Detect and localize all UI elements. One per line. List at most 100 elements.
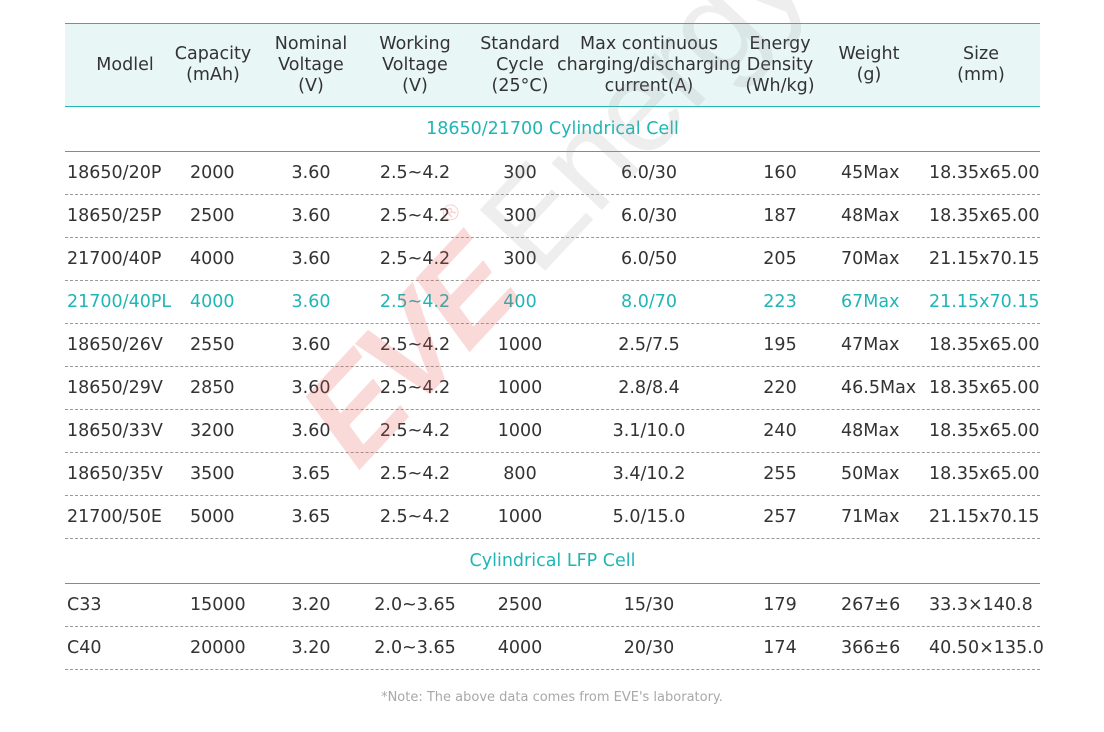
cell-weight: 48Max (841, 206, 900, 226)
cell-model: 18650/20P (67, 163, 162, 183)
header-standard-cycle: Standard Cycle (25°C) (480, 33, 560, 96)
cell-current: 3.1/10.0 (612, 421, 686, 441)
cell-current: 8.0/70 (621, 292, 677, 312)
cell-cycle: 4000 (497, 638, 543, 658)
cell-capacity: 3500 (190, 464, 235, 484)
cell-model: 18650/25P (67, 206, 162, 226)
cell-nominal: 3.60 (291, 335, 331, 355)
cell-model: 18650/35V (67, 464, 163, 484)
cell-model: C40 (67, 638, 102, 658)
cell-current: 6.0/30 (621, 206, 677, 226)
cell-cycle: 400 (503, 292, 537, 312)
cell-model: 18650/29V (67, 378, 163, 398)
cell-capacity: 2850 (190, 378, 235, 398)
cell-nominal: 3.65 (291, 464, 331, 484)
cell-capacity: 2000 (190, 163, 235, 183)
cell-nominal: 3.60 (291, 421, 331, 441)
header-max-current: Max continuous charging/discharging curr… (557, 33, 741, 96)
cell-working: 2.5~4.2 (379, 292, 451, 312)
cell-working: 2.5~4.2 (379, 507, 451, 527)
cell-working: 2.5~4.2 (379, 421, 451, 441)
cell-capacity: 20000 (190, 638, 246, 658)
table-row: 18650/25P 2500 3.60 2.5~4.2 300 6.0/30 187 48Ma… (65, 195, 1040, 238)
cell-size: 40.50×135.0 (929, 638, 1044, 658)
cell-capacity: 4000 (190, 249, 235, 269)
cell-cycle: 300 (503, 163, 537, 183)
cell-density: 240 (763, 421, 797, 441)
cell-density: 195 (763, 335, 797, 355)
table-row: 21700/40P 4000 3.60 2.5~4.2 300 6.0/50 205 70Ma… (65, 238, 1040, 281)
cell-weight: 267±6 (841, 595, 901, 615)
cell-working: 2.5~4.2 (379, 335, 451, 355)
cell-density: 223 (763, 292, 797, 312)
cell-density: 257 (763, 507, 797, 527)
table-row: 18650/26V 2550 3.60 2.5~4.2 1000 2.5/7.5 195 47… (65, 324, 1040, 367)
cell-weight: 50Max (841, 464, 900, 484)
cell-cycle: 800 (503, 464, 537, 484)
cell-weight: 71Max (841, 507, 900, 527)
cell-weight: 45Max (841, 163, 900, 183)
cell-size: 18.35x65.00 (929, 464, 1040, 484)
cell-working: 2.5~4.2 (379, 378, 451, 398)
cell-nominal: 3.60 (291, 378, 331, 398)
cell-cycle: 1000 (497, 335, 543, 355)
section-title-cylindrical: 18650/21700 Cylindrical Cell (65, 107, 1040, 152)
cell-working: 2.5~4.2 (379, 464, 451, 484)
header-energy-density: Energy Density (Wh/kg) (745, 33, 815, 96)
cell-density: 220 (763, 378, 797, 398)
table-row: 18650/33V 3200 3.60 2.5~4.2 1000 3.1/10.0 240 4… (65, 410, 1040, 453)
table-row: 18650/29V 2850 3.60 2.5~4.2 1000 2.8/8.4 220 46… (65, 367, 1040, 410)
cell-model: 18650/26V (67, 335, 163, 355)
cell-capacity: 5000 (190, 507, 235, 527)
cell-nominal: 3.65 (291, 507, 331, 527)
cell-model: 21700/40PL (67, 292, 172, 312)
cell-nominal: 3.60 (291, 206, 331, 226)
cell-density: 187 (763, 206, 797, 226)
cell-capacity: 2550 (190, 335, 235, 355)
cell-current: 6.0/50 (621, 249, 677, 269)
cell-size: 21.15x70.15 (929, 292, 1040, 312)
cell-density: 179 (763, 595, 797, 615)
cell-capacity: 2500 (190, 206, 235, 226)
cell-weight: 67Max (841, 292, 900, 312)
header-capacity: Capacity (mAh) (174, 44, 252, 85)
cell-model: 21700/50E (67, 507, 162, 527)
cylindrical-rows: 18650/20P 2000 3.60 2.5~4.2 300 6.0/30 160 45Ma… (65, 152, 1040, 539)
cell-current: 20/30 (623, 638, 675, 658)
table-row: 18650/20P 2000 3.60 2.5~4.2 300 6.0/30 160 45Ma… (65, 152, 1040, 195)
cell-current: 6.0/30 (621, 163, 677, 183)
cell-density: 205 (763, 249, 797, 269)
cell-density: 255 (763, 464, 797, 484)
cell-size: 18.35x65.00 (929, 163, 1040, 183)
lfp-rows: C33 15000 3.20 2.0~3.65 2500 15/30 179 267±6 33.… (65, 584, 1044, 670)
cell-size: 18.35x65.00 (929, 421, 1040, 441)
cell-cycle: 2500 (497, 595, 543, 615)
cell-current: 15/30 (623, 595, 675, 615)
cell-density: 160 (763, 163, 797, 183)
cell-size: 18.35x65.00 (929, 206, 1040, 226)
header-nominal-voltage: Nominal Voltage (V) (274, 33, 348, 96)
cell-current: 5.0/15.0 (612, 507, 686, 527)
section-title-lfp: Cylindrical LFP Cell (65, 539, 1040, 584)
table-row: C33 15000 3.20 2.0~3.65 2500 15/30 179 267±6 33.… (65, 584, 1040, 627)
cell-cycle: 1000 (497, 507, 543, 527)
cell-weight: 70Max (841, 249, 900, 269)
cell-nominal: 3.60 (291, 163, 331, 183)
cell-capacity: 4000 (190, 292, 235, 312)
cell-weight: 48Max (841, 421, 900, 441)
cell-model: 18650/33V (67, 421, 163, 441)
cell-capacity: 15000 (190, 595, 246, 615)
footnote: *Note: The above data comes from EVE's l… (381, 690, 723, 705)
table-header: Modlel Capacity (mAh) Nominal Voltage (V… (65, 23, 1040, 107)
cell-working: 2.5~4.2 (379, 206, 451, 226)
cell-current: 2.5/7.5 (618, 335, 680, 355)
cell-weight: 46.5Max (841, 378, 917, 398)
cell-size: 33.3×140.8 (929, 595, 1033, 615)
table-row: 21700/50E 5000 3.65 2.5~4.2 1000 5.0/15.0 257 7… (65, 496, 1040, 539)
cell-nominal: 3.20 (291, 595, 331, 615)
cell-model: 21700/40P (67, 249, 162, 269)
cell-working: 2.0~3.65 (374, 638, 456, 658)
cell-size: 21.15x70.15 (929, 507, 1040, 527)
cell-nominal: 3.20 (291, 638, 331, 658)
cell-cycle: 300 (503, 206, 537, 226)
